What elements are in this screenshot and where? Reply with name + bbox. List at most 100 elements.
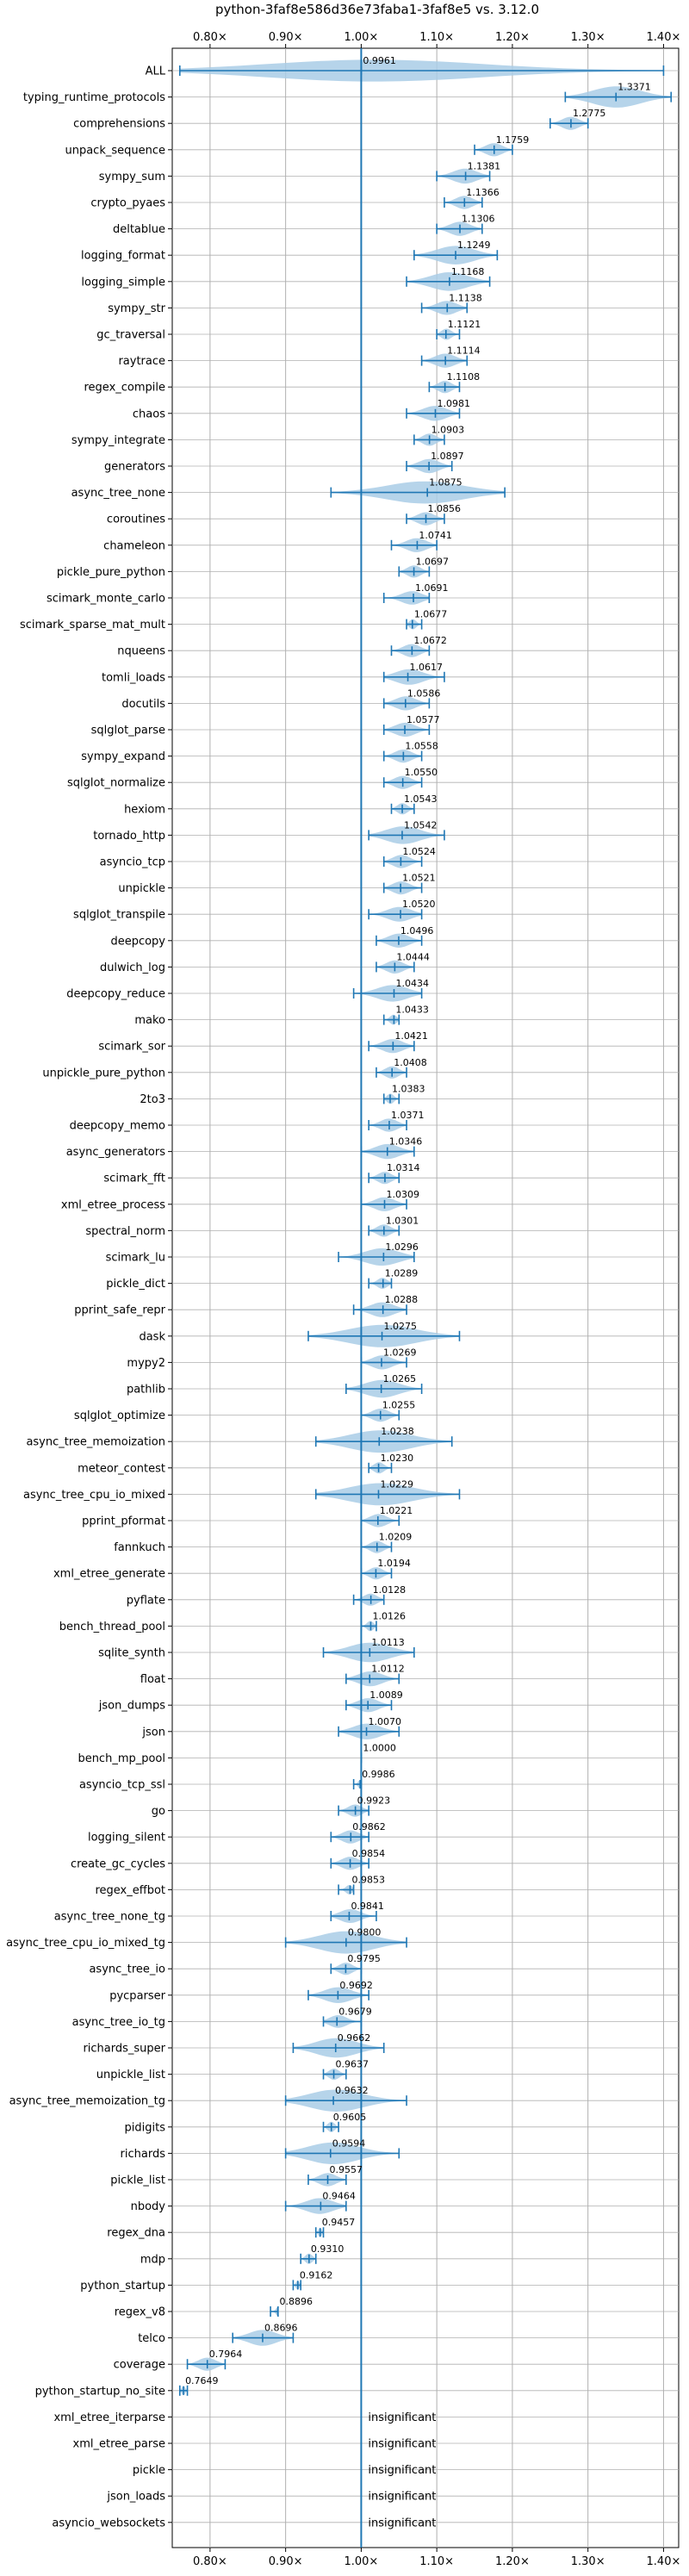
value-label: 0.9464 (322, 2191, 356, 2202)
y-tick-label: sqlglot_optimize (74, 1409, 165, 1422)
y-tick-label: scimark_fft (103, 1173, 165, 1185)
value-label: 0.9632 (335, 2085, 369, 2096)
value-label: 1.0677 (414, 609, 448, 620)
y-tick-label: fannkuch (114, 1541, 165, 1554)
value-label: 1.0383 (392, 1083, 425, 1094)
value-label: 1.0113 (371, 1637, 405, 1648)
value-label: 0.7649 (185, 2375, 219, 2386)
y-tick-label: sympy_integrate (71, 434, 165, 447)
y-tick-label: hexiom (124, 803, 165, 816)
x-tick-label-top: 1.20× (495, 31, 530, 44)
value-label: 1.0309 (387, 1189, 420, 1200)
y-tick-label: async_tree_io_tg (72, 2016, 165, 2029)
value-label: 0.9310 (311, 2243, 344, 2255)
y-tick-label: ALL (146, 65, 166, 78)
y-tick-label: sqlglot_parse (91, 725, 165, 737)
value-label: 0.9854 (352, 1848, 386, 1859)
value-label: 1.0314 (387, 1162, 420, 1173)
y-tick-label: python_startup (80, 2280, 165, 2293)
y-tick-label: richards (121, 2148, 166, 2161)
x-tick-label-top: 1.10× (419, 31, 454, 44)
y-tick-label: json_dumps (98, 1700, 165, 1713)
value-label: 1.0289 (385, 1268, 419, 1279)
value-label: 1.1249 (457, 240, 491, 251)
y-tick-label: regex_v8 (115, 2306, 165, 2319)
value-labels: 0.9961 1.3371 1.2775 1.1759 1.1381 1.1366 1.13… (185, 55, 651, 2529)
value-label: 1.0875 (429, 477, 462, 488)
y-tick-label: async_tree_none (71, 487, 165, 500)
value-label: 1.0070 (369, 1716, 402, 1727)
y-tick-label: pyflate (127, 1594, 165, 1607)
value-label: 1.0617 (410, 662, 444, 673)
value-label: 1.0856 (428, 503, 462, 514)
y-tick-label: sqlglot_normalize (67, 777, 165, 790)
y-tick-label: logging_simple (81, 276, 165, 289)
value-label: 1.0542 (404, 819, 438, 831)
y-tick-label: unpack_sequence (65, 144, 165, 157)
value-label: 1.0981 (437, 398, 470, 409)
value-label: 1.0577 (407, 714, 440, 725)
chart-title: python-3faf8e586d36e73faba1-3faf8e5 vs. … (215, 2, 539, 17)
x-tick-label-top: 0.80× (193, 31, 227, 44)
y-tick-label: scimark_monte_carlo (47, 593, 165, 606)
y-tick-label: scimark_lu (106, 1252, 165, 1265)
y-tick-label: json_loads (106, 2491, 165, 2504)
y-tick-label: sympy_str (108, 302, 165, 315)
y-tick-label: deepcopy (110, 935, 165, 948)
y-tick-label: unpickle (118, 882, 165, 895)
x-tick-label-bottom: 1.40× (647, 2555, 681, 2568)
y-tick-label: nqueens (117, 645, 165, 658)
value-label: 1.0221 (380, 1505, 413, 1516)
value-label: 1.0558 (405, 741, 438, 752)
y-tick-label: coverage (114, 2359, 165, 2372)
value-label: 0.9594 (332, 2137, 366, 2149)
y-tick-label: dask (139, 1330, 165, 1343)
value-label: 0.9662 (338, 2032, 371, 2044)
y-tick-label: 2to3 (140, 1093, 165, 1106)
value-label: 1.0586 (407, 688, 441, 699)
whiskers (178, 65, 673, 2396)
y-tick-label: meteor_contest (78, 1462, 165, 1475)
value-label: 0.9841 (351, 1901, 384, 1912)
value-label: 1.0421 (394, 1030, 428, 1042)
y-tick-label: nbody (131, 2200, 166, 2213)
value-label: 1.0408 (394, 1057, 427, 1068)
value-label: 1.0433 (395, 1005, 429, 1016)
y-tick-label: async_tree_io (89, 1963, 165, 1976)
y-tick-label: regex_compile (84, 382, 165, 395)
y-tick-label: pycparser (109, 1989, 165, 2002)
y-tick-label: mako (134, 1014, 165, 1027)
value-label: 0.9605 (333, 2112, 367, 2123)
y-tick-label: generators (104, 461, 165, 474)
y-tick-label: telco (138, 2332, 165, 2345)
y-tick-label: deepcopy_reduce (66, 988, 165, 1001)
value-label: 1.0434 (395, 978, 429, 989)
x-tick-label-bottom: 0.80× (193, 2555, 227, 2568)
y-tick-label: xml_etree_parse (73, 2438, 165, 2451)
y-tick-label: scimark_sparse_mat_mult (20, 619, 165, 632)
y-tick-label: deepcopy_memo (70, 1120, 165, 1133)
value-label: 1.0543 (404, 793, 438, 805)
value-label: 1.0550 (405, 767, 438, 778)
insignificant-label: insignificant (368, 2517, 436, 2529)
y-tick-label: pickle_list (110, 2175, 165, 2187)
insignificant-label: insignificant (368, 2491, 436, 2504)
x-tick-label-top: 1.40× (647, 31, 681, 44)
y-tick-label: asyncio_tcp (100, 856, 165, 869)
value-label: 1.0296 (385, 1241, 419, 1253)
value-label: 1.0371 (391, 1110, 425, 1121)
y-tick-label: sqlite_synth (98, 1647, 165, 1660)
y-tick-label: async_tree_memoization_tg (9, 2095, 165, 2108)
value-label: 0.9961 (363, 55, 396, 66)
y-tick-label: mdp (140, 2253, 165, 2266)
y-tick-label: scimark_sor (98, 1041, 165, 1054)
y-tick-label: pickle_pure_python (57, 566, 165, 579)
y-tick-label: bench_thread_pool (59, 1621, 165, 1633)
value-label: 1.0089 (369, 1689, 403, 1701)
value-label: 1.0672 (413, 635, 447, 646)
value-label: 1.0741 (419, 530, 452, 541)
value-label: 0.9457 (322, 2217, 356, 2228)
y-tick-label: regex_dna (107, 2227, 165, 2240)
y-tick-label: logging_silent (88, 1832, 165, 1845)
